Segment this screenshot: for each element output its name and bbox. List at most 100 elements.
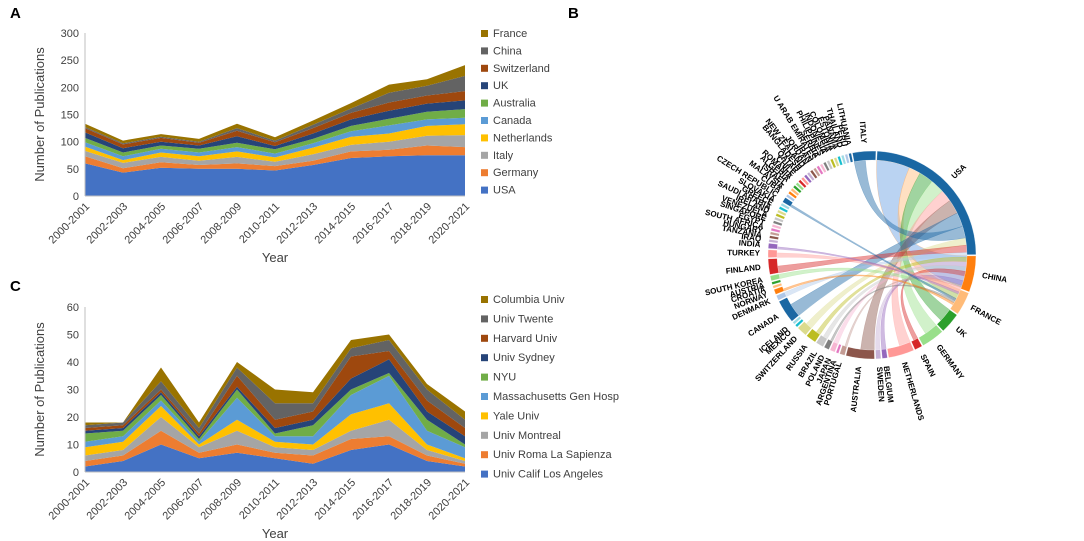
c-legend-label: Univ Calif Los Angeles — [493, 469, 604, 481]
c-legend-label: Massachusetts Gen Hosp — [493, 391, 619, 403]
chord-label: AUSTRALIA — [849, 366, 863, 413]
chord-arc-singapore — [772, 220, 783, 227]
c-legend-label: Univ Roma La Sapienza — [493, 449, 613, 461]
a-legend-swatch — [481, 186, 488, 194]
chord-arc-south-korea — [769, 273, 781, 282]
c-legend-label: NYU — [493, 372, 516, 384]
c-legend-label: Univ Sydney — [493, 352, 555, 364]
chord-arc-saudi-arabia — [776, 209, 787, 217]
chord-arc-argentina — [835, 343, 842, 354]
chord-arc-chile — [798, 179, 807, 189]
chord-arc-switzerland — [797, 321, 812, 336]
a-y-tick: 0 — [73, 191, 79, 203]
chord-arc-tanzania — [769, 235, 779, 240]
c-legend-swatch — [481, 431, 488, 439]
a-legend-swatch — [481, 117, 488, 124]
a-legend-label: UK — [493, 80, 509, 92]
a-legend-swatch — [481, 64, 488, 72]
a-legend-label: China — [493, 45, 523, 57]
c-y-label: Number of Publications — [32, 322, 47, 457]
chord-arc-slovakia — [780, 202, 790, 210]
chord-arc-south-africa — [770, 227, 781, 233]
c-legend-label: Harvard Univ — [493, 333, 558, 345]
a-y-tick: 250 — [61, 55, 79, 67]
a-area-usa — [85, 155, 465, 196]
chord-label: FRANCE — [969, 303, 1003, 327]
chord-label: TURKEY — [727, 248, 761, 257]
chord-arc-egypt — [771, 224, 782, 230]
chord-arc-u-arab-emirates — [816, 165, 824, 175]
c-legend-label: Yale Univ — [493, 410, 540, 422]
c-legend-swatch — [481, 412, 488, 420]
a-legend-swatch — [481, 134, 488, 142]
chord-arc-israel — [790, 187, 800, 197]
chord-arc-netherlands — [887, 341, 915, 358]
c-legend-swatch — [481, 373, 488, 381]
chord-arc-panama — [837, 155, 843, 166]
chord-label: ITALY — [858, 121, 869, 144]
chord-arc-germany — [918, 324, 943, 346]
panel-label-b: B — [568, 5, 579, 22]
chord-label: SPAIN — [918, 353, 937, 379]
chord-arc-iceland — [792, 316, 802, 325]
chord-arc-italy — [852, 150, 877, 162]
chord-arc-sweden — [875, 349, 882, 360]
chord-arc-thailand — [840, 154, 847, 165]
chord-arc-hungary — [769, 231, 780, 237]
a-y-label: Number of Publications — [32, 47, 47, 182]
c-area-massachusetts-gen-hosp — [85, 375, 465, 459]
c-y-tick: 30 — [67, 385, 79, 397]
c-area-univ-roma-la-sapienza — [85, 430, 465, 467]
chord-label: USA — [950, 162, 969, 180]
chord-arc-spain — [911, 338, 923, 350]
a-legend-label: Switzerland — [493, 63, 550, 75]
chord-arc-czech-republic — [782, 197, 794, 207]
chord-arc-mexico — [795, 318, 804, 328]
panel-label-c: C — [10, 278, 21, 295]
a-legend-swatch — [481, 30, 488, 37]
chord-arc-greece — [778, 206, 789, 213]
chord-arc-jordan — [809, 169, 818, 179]
c-area-yale-univ — [85, 403, 465, 461]
chord-arc-new-zealand — [806, 171, 815, 182]
c-area-univ-twente — [85, 340, 465, 434]
a-legend-swatch — [481, 151, 488, 159]
a-legend-label: Italy — [493, 150, 514, 162]
chart-c: 01020304050602000-20012002-20032004-2005… — [32, 294, 619, 541]
a-legend-swatch — [481, 169, 488, 177]
c-legend-label: Univ Twente — [493, 313, 553, 325]
a-area-uk — [85, 100, 465, 153]
c-legend-swatch — [481, 470, 488, 478]
chord-arc-lithuania — [848, 152, 854, 163]
a-legend-label: Netherlands — [493, 132, 553, 144]
a-legend-label: USA — [493, 185, 516, 197]
a-legend-label: Canada — [493, 115, 532, 127]
chord-label: UK — [954, 325, 969, 340]
a-area-canada — [85, 117, 465, 161]
c-legend-swatch — [481, 354, 488, 362]
chord-arc-croatia — [772, 282, 783, 289]
a-x-label: Year — [262, 250, 289, 265]
chord-arc-estonia — [833, 157, 840, 167]
panel-label-a: A — [10, 5, 21, 22]
chord-arc-serbia — [819, 163, 827, 174]
chord-arc-bangladesh — [803, 174, 813, 184]
chord-arc-china — [960, 255, 977, 293]
c-legend-swatch — [481, 296, 488, 303]
a-legend-label: Australia — [493, 98, 537, 110]
chord-label: FINLAND — [725, 263, 761, 276]
chord-arc-japan — [829, 341, 839, 353]
a-x-tick: 2008-2009 — [199, 201, 245, 247]
chord-label: NETHERLANDS — [900, 361, 926, 422]
chord-arc-uk — [936, 309, 958, 332]
c-legend-swatch — [481, 334, 488, 342]
chord-arc-colombia — [830, 158, 837, 169]
chord-arc-canada — [778, 297, 800, 322]
c-legend-swatch — [481, 451, 488, 459]
c-y-tick: 10 — [67, 440, 79, 452]
a-y-tick: 50 — [67, 164, 79, 176]
chord-label: GERMANY — [934, 343, 966, 382]
chord-arc-poland — [823, 339, 833, 350]
a-legend-label: France — [493, 28, 527, 40]
a-y-tick: 100 — [61, 137, 79, 149]
